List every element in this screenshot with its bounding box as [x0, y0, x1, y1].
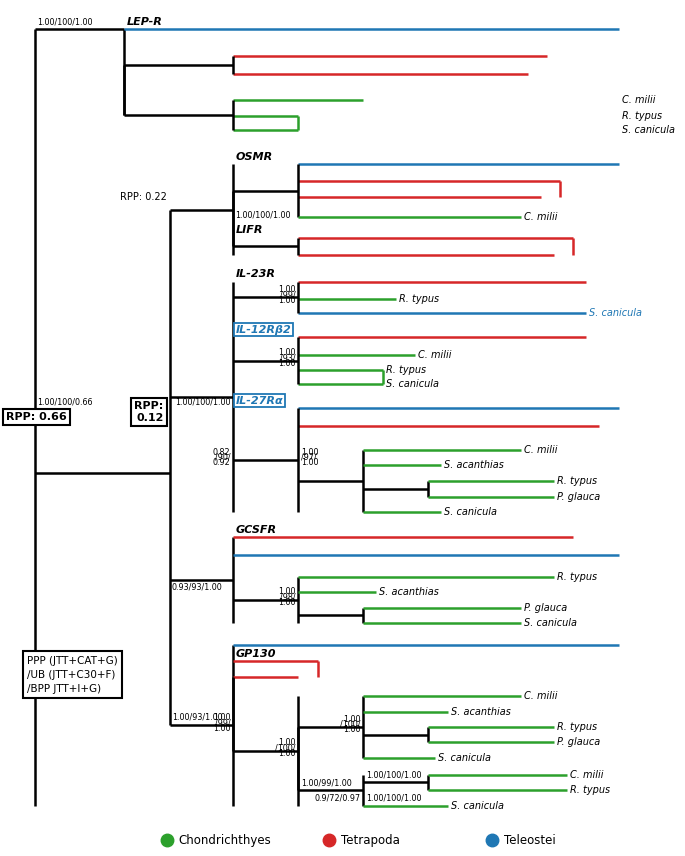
Text: 0.93/93/1.00: 0.93/93/1.00 [172, 582, 223, 591]
Text: /90/: /90/ [215, 453, 230, 462]
Text: 1.00: 1.00 [278, 359, 295, 368]
Text: 1.00/100/1.00: 1.00/100/1.00 [175, 397, 230, 407]
Text: /100/: /100/ [275, 744, 295, 753]
Text: C. milii: C. milii [524, 211, 558, 222]
Text: S. canicula: S. canicula [386, 379, 439, 389]
Text: R. typus: R. typus [557, 572, 597, 582]
Text: C. milii: C. milii [524, 691, 558, 701]
Text: Tetrapoda: Tetrapoda [341, 834, 400, 847]
Text: /98/: /98/ [280, 593, 295, 602]
Text: 1.00: 1.00 [278, 598, 295, 607]
Text: IL-27Rα: IL-27Rα [236, 395, 284, 406]
Text: 1.00: 1.00 [213, 724, 230, 733]
Text: IL-12Rβ2: IL-12Rβ2 [236, 324, 291, 335]
Text: S. canicula: S. canicula [589, 308, 643, 318]
Text: 1.00/93/1.00: 1.00/93/1.00 [172, 712, 223, 722]
Text: 1.00: 1.00 [278, 749, 295, 758]
Text: 1.00: 1.00 [278, 285, 295, 294]
Text: 1.00/100/0.66: 1.00/100/0.66 [37, 397, 93, 407]
Text: S. acanthias: S. acanthias [379, 587, 439, 597]
Text: /93/: /93/ [280, 354, 295, 363]
Text: S. acanthias: S. acanthias [451, 706, 511, 716]
Text: 0.92: 0.92 [212, 458, 230, 467]
Text: P. glauca: P. glauca [557, 491, 600, 502]
Text: RPP:
0.12: RPP: 0.12 [134, 401, 164, 423]
Text: R. typus: R. typus [622, 111, 662, 121]
Text: 1.00: 1.00 [278, 348, 295, 357]
Text: S. canicula: S. canicula [438, 752, 491, 763]
Text: 1.00/100/1.00: 1.00/100/1.00 [366, 794, 421, 803]
Text: LIFR: LIFR [236, 225, 263, 235]
Text: IL-23R: IL-23R [236, 270, 275, 279]
Text: 1.00: 1.00 [278, 739, 295, 747]
Text: RPP: 0.66: RPP: 0.66 [6, 413, 67, 422]
Text: S. canicula: S. canicula [524, 618, 577, 628]
Text: GP130: GP130 [236, 649, 276, 659]
Text: Teleostei: Teleostei [503, 834, 556, 847]
Text: 1.00: 1.00 [301, 458, 318, 467]
Text: 0.9/72/0.97: 0.9/72/0.97 [314, 794, 360, 803]
Text: 1.00: 1.00 [343, 725, 360, 734]
Text: Chondrichthyes: Chondrichthyes [178, 834, 271, 847]
Text: 1.00: 1.00 [213, 713, 230, 722]
Text: OSMR: OSMR [236, 152, 273, 162]
Text: R. typus: R. typus [386, 366, 426, 375]
Text: P. glauca: P. glauca [524, 603, 568, 613]
Text: PPP (JTT+CAT+G)
/UB (JTT+C30+F)
/BPP JTT+I+G): PPP (JTT+CAT+G) /UB (JTT+C30+F) /BPP JTT… [27, 656, 118, 693]
Text: RPP: 0.22: RPP: 0.22 [121, 193, 167, 202]
Text: S. canicula: S. canicula [622, 125, 675, 134]
Text: 0.82: 0.82 [213, 448, 230, 456]
Text: S. acanthias: S. acanthias [445, 460, 504, 470]
Text: P. glauca: P. glauca [557, 737, 600, 747]
Text: C. milii: C. milii [419, 350, 452, 360]
Text: 1.00: 1.00 [278, 296, 295, 305]
Text: C. milii: C. milii [524, 444, 558, 455]
Text: 1.00/99/1.00: 1.00/99/1.00 [301, 779, 351, 788]
Text: R. typus: R. typus [570, 785, 610, 795]
Text: R. typus: R. typus [557, 476, 597, 486]
Text: 1.00/100/1.00: 1.00/100/1.00 [37, 17, 93, 27]
Text: S. canicula: S. canicula [451, 800, 504, 811]
Text: S. canicula: S. canicula [445, 507, 497, 517]
Text: LEP-R: LEP-R [127, 16, 163, 27]
Text: /100/: /100/ [340, 720, 360, 729]
Text: R. typus: R. typus [399, 294, 439, 305]
Text: /99/: /99/ [279, 290, 295, 300]
Text: C. milii: C. milii [622, 96, 656, 105]
Text: /97/: /97/ [301, 453, 316, 462]
Text: 1.00: 1.00 [301, 448, 318, 456]
Text: /99/: /99/ [214, 718, 230, 728]
Text: 1.00/100/1.00: 1.00/100/1.00 [366, 771, 421, 780]
Text: 1.00: 1.00 [278, 587, 295, 597]
Text: GCSFR: GCSFR [236, 525, 277, 535]
Text: 1.00/100/1.00: 1.00/100/1.00 [236, 211, 291, 219]
Text: 1.00: 1.00 [343, 715, 360, 723]
Text: R. typus: R. typus [557, 722, 597, 732]
Text: C. milii: C. milii [570, 770, 603, 780]
